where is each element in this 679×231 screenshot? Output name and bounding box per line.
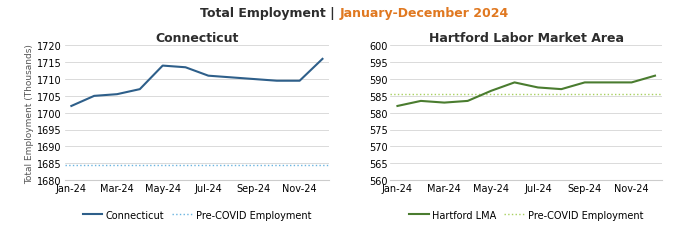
Title: Connecticut: Connecticut bbox=[155, 32, 238, 45]
Text: Total Employment |: Total Employment | bbox=[200, 7, 340, 20]
Text: January-December 2024: January-December 2024 bbox=[340, 7, 509, 20]
Title: Hartford Labor Market Area: Hartford Labor Market Area bbox=[428, 32, 624, 45]
Legend: Connecticut, Pre-COVID Employment: Connecticut, Pre-COVID Employment bbox=[79, 206, 315, 224]
Legend: Hartford LMA, Pre-COVID Employment: Hartford LMA, Pre-COVID Employment bbox=[405, 206, 647, 224]
Y-axis label: Total Employment (Thousands): Total Employment (Thousands) bbox=[25, 44, 34, 183]
